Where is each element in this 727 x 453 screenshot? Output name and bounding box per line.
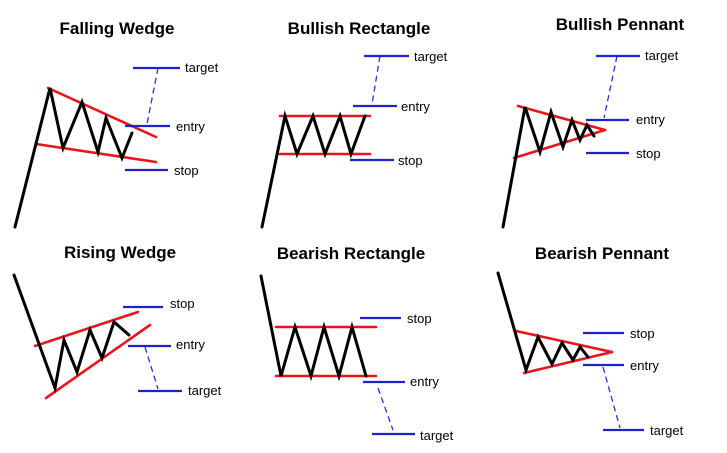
pattern-title: Bearish Rectangle [277, 244, 425, 263]
stop-label: stop [407, 311, 432, 326]
entry-label: entry [410, 374, 439, 389]
stop-label: stop [636, 146, 661, 161]
pattern-title: Bullish Pennant [556, 15, 685, 34]
projection-line [603, 55, 618, 119]
pattern-title: Bearish Pennant [535, 244, 669, 263]
price-path [496, 271, 590, 375]
projection-line [602, 366, 621, 429]
lower-trendline [522, 350, 614, 375]
projection-line [377, 387, 394, 431]
upper-trendline [46, 86, 158, 139]
price-path [259, 274, 368, 382]
stop-label: stop [174, 163, 199, 178]
price-path [260, 110, 367, 229]
pattern-bearish-rectangle: Bearish Rectangle stop entry target [259, 244, 454, 443]
pattern-falling-wedge: Falling Wedge target entry stop [13, 19, 219, 229]
target-label: target [650, 423, 684, 438]
stop-label: stop [170, 296, 195, 311]
projection-line [371, 55, 381, 105]
upper-trendline [514, 329, 614, 354]
pattern-title: Bullish Rectangle [288, 19, 431, 38]
pattern-bullish-rectangle: Bullish Rectangle target entry stop [260, 19, 448, 229]
target-label: target [420, 428, 454, 443]
pattern-bearish-pennant: Bearish Pennant stop entry target [496, 244, 684, 438]
entry-label: entry [401, 99, 430, 114]
upper-trendline [516, 104, 607, 132]
upper-trendline [33, 310, 140, 348]
target-label: target [414, 49, 448, 64]
pattern-title: Rising Wedge [64, 243, 176, 262]
entry-label: entry [636, 112, 665, 127]
lower-trendline [44, 323, 152, 400]
target-label: target [185, 60, 219, 75]
lower-trendline [34, 142, 158, 164]
price-path [501, 106, 596, 229]
price-path [13, 87, 134, 229]
target-label: target [188, 383, 222, 398]
entry-label: entry [630, 358, 659, 373]
target-label: target [645, 48, 679, 63]
pattern-rising-wedge: Rising Wedge stop entry target [12, 243, 222, 400]
projection-line [146, 67, 159, 125]
projection-line [144, 346, 159, 390]
lower-trendline [512, 128, 607, 160]
stop-label: stop [630, 326, 655, 341]
entry-label: entry [176, 119, 205, 134]
pattern-title: Falling Wedge [60, 19, 175, 38]
entry-label: entry [176, 337, 205, 352]
price-path [12, 273, 131, 394]
pattern-bullish-pennant: Bullish Pennant target entry stop [501, 15, 685, 229]
stop-label: stop [398, 153, 423, 168]
